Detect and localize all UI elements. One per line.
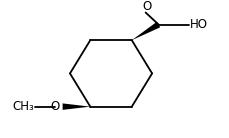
Text: O: O — [141, 0, 150, 14]
Text: CH₃: CH₃ — [12, 100, 34, 113]
Polygon shape — [62, 103, 90, 110]
Polygon shape — [131, 22, 159, 40]
Text: O: O — [50, 100, 60, 113]
Text: HO: HO — [189, 18, 207, 31]
